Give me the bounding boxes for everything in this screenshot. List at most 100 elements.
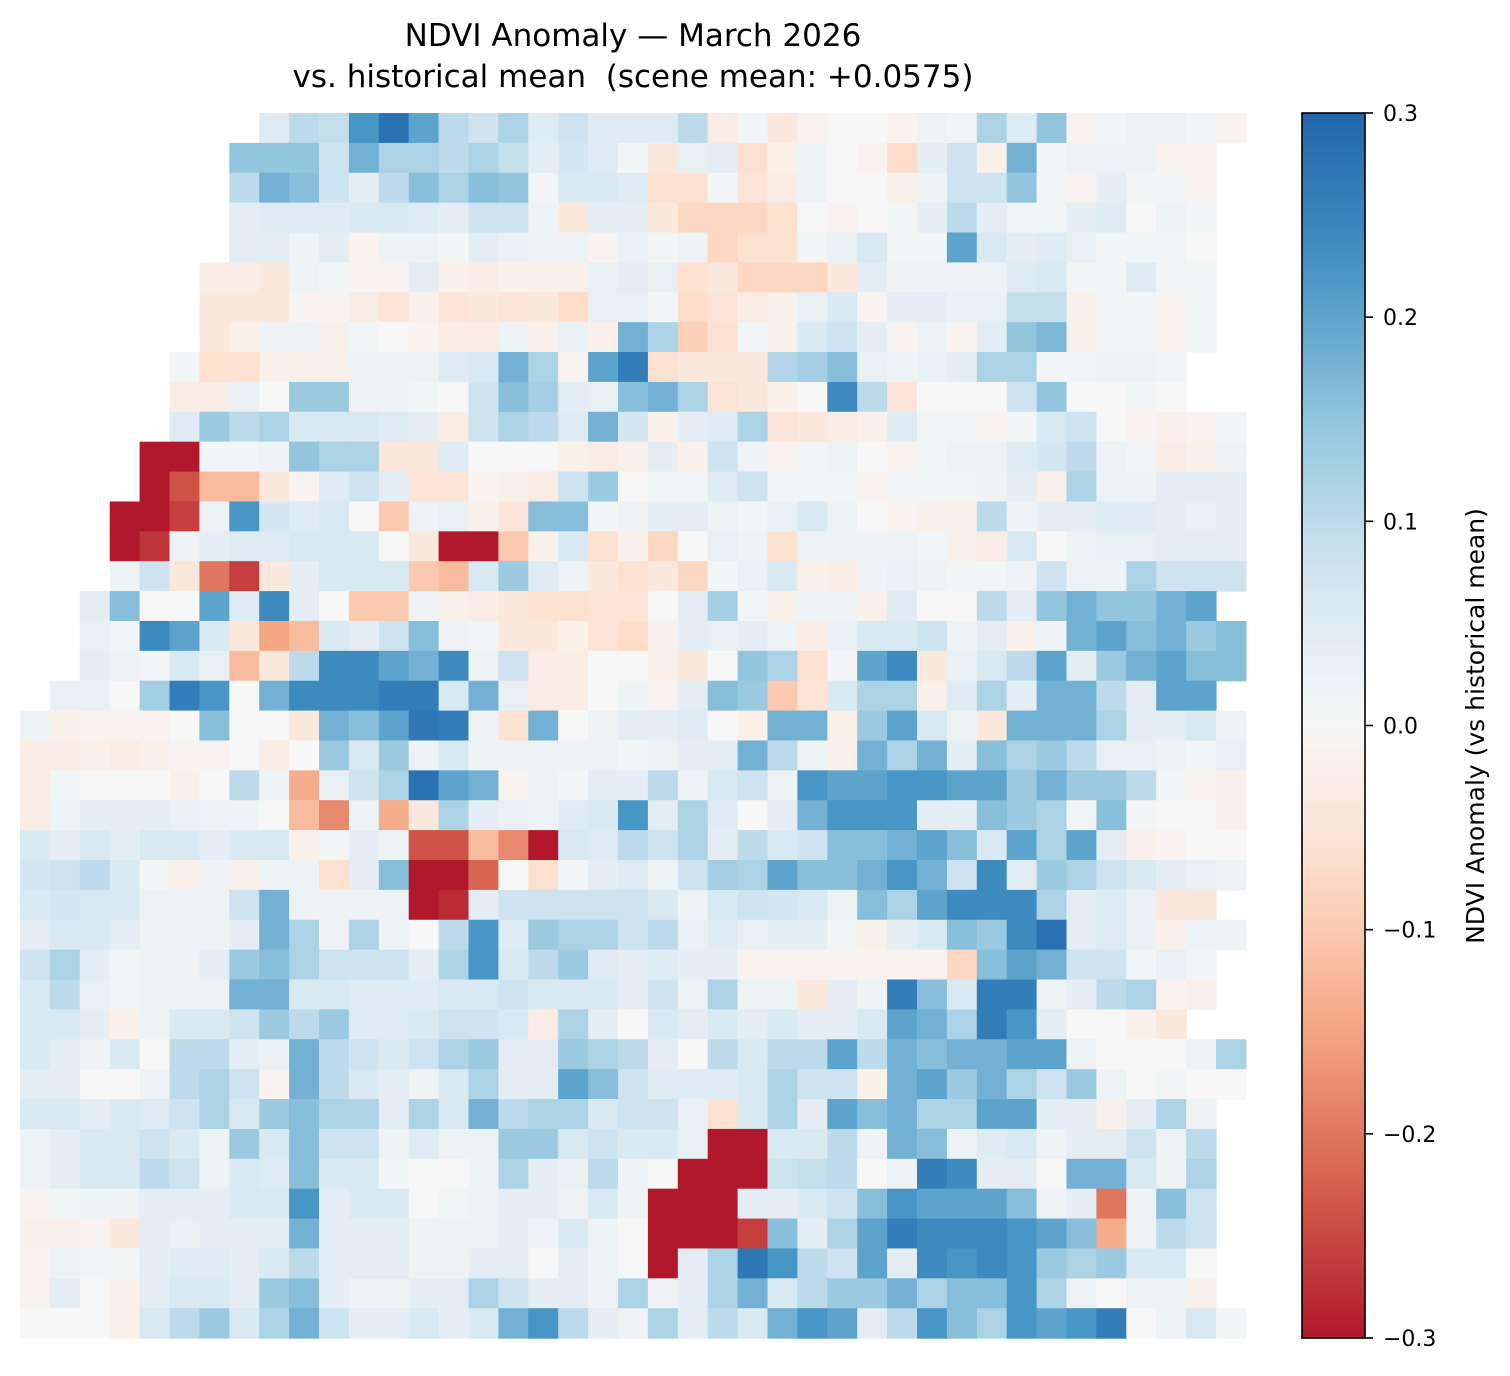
heatmap-cell	[139, 800, 171, 831]
heatmap-cell	[468, 620, 499, 652]
heatmap-cell	[498, 949, 529, 981]
heatmap-cell	[348, 172, 380, 204]
heatmap-cell	[319, 292, 350, 323]
heatmap-cell	[797, 113, 828, 144]
heatmap-cell	[199, 1158, 230, 1190]
heatmap-cell	[857, 352, 888, 383]
heatmap-cell	[797, 889, 828, 921]
heatmap-cell	[1066, 979, 1097, 1010]
heatmap-cell	[348, 531, 380, 562]
heatmap-cell	[348, 1158, 380, 1190]
heatmap-cell	[1006, 770, 1038, 801]
heatmap-cell	[1096, 591, 1127, 622]
heatmap-cell	[707, 591, 739, 622]
heatmap-cell	[857, 860, 888, 891]
heatmap-cell	[618, 1128, 649, 1160]
heatmap-cell	[588, 1128, 619, 1160]
heatmap-cell	[348, 949, 380, 981]
heatmap-cell	[348, 919, 380, 951]
heatmap-cell	[976, 531, 1008, 562]
heatmap-cell	[1036, 142, 1068, 174]
heatmap-cell	[618, 1308, 649, 1339]
heatmap-cell	[199, 352, 230, 383]
heatmap-cell	[647, 889, 679, 921]
heatmap-cell	[1126, 232, 1157, 263]
heatmap-cell	[558, 531, 589, 562]
heatmap-cell	[1036, 1248, 1068, 1279]
heatmap-cell	[1096, 680, 1127, 712]
heatmap-cell	[348, 1248, 380, 1279]
heatmap-cell	[199, 770, 230, 801]
heatmap-cell	[857, 770, 888, 801]
heatmap-cell	[946, 1308, 978, 1339]
heatmap-cell	[887, 1069, 918, 1100]
heatmap-cell	[707, 471, 739, 503]
heatmap-cell	[1126, 1069, 1157, 1100]
heatmap-cell	[49, 919, 81, 951]
heatmap-cell	[618, 650, 649, 682]
heatmap-cell	[767, 501, 798, 532]
heatmap-cell	[319, 979, 350, 1010]
heatmap-cell	[319, 1188, 350, 1220]
heatmap-cell	[408, 381, 440, 413]
heatmap-cell	[20, 860, 51, 891]
heatmap-cell	[887, 501, 918, 532]
heatmap-cell	[378, 292, 410, 323]
heatmap-cell	[319, 860, 350, 891]
heatmap-cell	[946, 889, 978, 921]
heatmap-cell	[199, 1128, 230, 1160]
heatmap-cell	[976, 770, 1008, 801]
heatmap-cell	[737, 441, 769, 473]
heatmap-cell	[378, 860, 410, 891]
heatmap-cell	[677, 531, 709, 562]
heatmap-cell	[737, 1099, 769, 1130]
heatmap-cell	[289, 471, 320, 503]
heatmap-cell	[408, 202, 440, 234]
heatmap-cell	[737, 710, 769, 742]
heatmap-cell	[229, 1158, 260, 1190]
heatmap-cell	[79, 740, 111, 771]
heatmap-cell	[857, 561, 888, 592]
heatmap-cell	[887, 202, 918, 234]
heatmap-cell	[259, 1069, 290, 1100]
heatmap-cell	[229, 352, 260, 383]
heatmap-cell	[408, 1218, 440, 1250]
heatmap-cell	[1096, 561, 1127, 592]
heatmap-cell	[558, 262, 589, 293]
heatmap-cell	[737, 172, 769, 204]
heatmap-cell	[139, 680, 171, 712]
heatmap-cell	[1006, 531, 1038, 562]
heatmap-cell	[468, 830, 499, 861]
heatmap-cell	[558, 322, 589, 353]
heatmap-cell	[468, 441, 499, 473]
heatmap-cell	[857, 441, 888, 473]
heatmap-cell	[946, 1278, 978, 1309]
heatmap-cell	[139, 1039, 171, 1070]
heatmap-cell	[1096, 411, 1127, 443]
heatmap-cell	[229, 1069, 260, 1100]
heatmap-cell	[1096, 650, 1127, 682]
heatmap-cell	[946, 172, 978, 204]
heatmap-cell	[1126, 1308, 1157, 1339]
heatmap-cell	[468, 1278, 499, 1309]
heatmap-cell	[1006, 800, 1038, 831]
heatmap-cell	[767, 979, 798, 1010]
heatmap-cell	[528, 172, 559, 204]
heatmap-cell	[1066, 650, 1097, 682]
heatmap-cell	[1096, 740, 1127, 771]
heatmap-cell	[1096, 172, 1127, 204]
heatmap-cell	[1126, 262, 1157, 293]
heatmap-cell	[1036, 1099, 1068, 1130]
heatmap-cell	[1036, 1128, 1068, 1160]
heatmap-cell	[767, 1128, 798, 1160]
heatmap-cell	[917, 889, 948, 921]
heatmap-cell	[1186, 1188, 1217, 1220]
heatmap-cell	[1156, 830, 1187, 861]
heatmap-cell	[408, 979, 440, 1010]
heatmap-cell	[408, 1248, 440, 1279]
heatmap-cell	[169, 471, 200, 503]
heatmap-cell	[887, 142, 918, 174]
heatmap-cell	[857, 1009, 888, 1040]
heatmap-cell	[528, 620, 559, 652]
heatmap-cell	[1126, 979, 1157, 1010]
